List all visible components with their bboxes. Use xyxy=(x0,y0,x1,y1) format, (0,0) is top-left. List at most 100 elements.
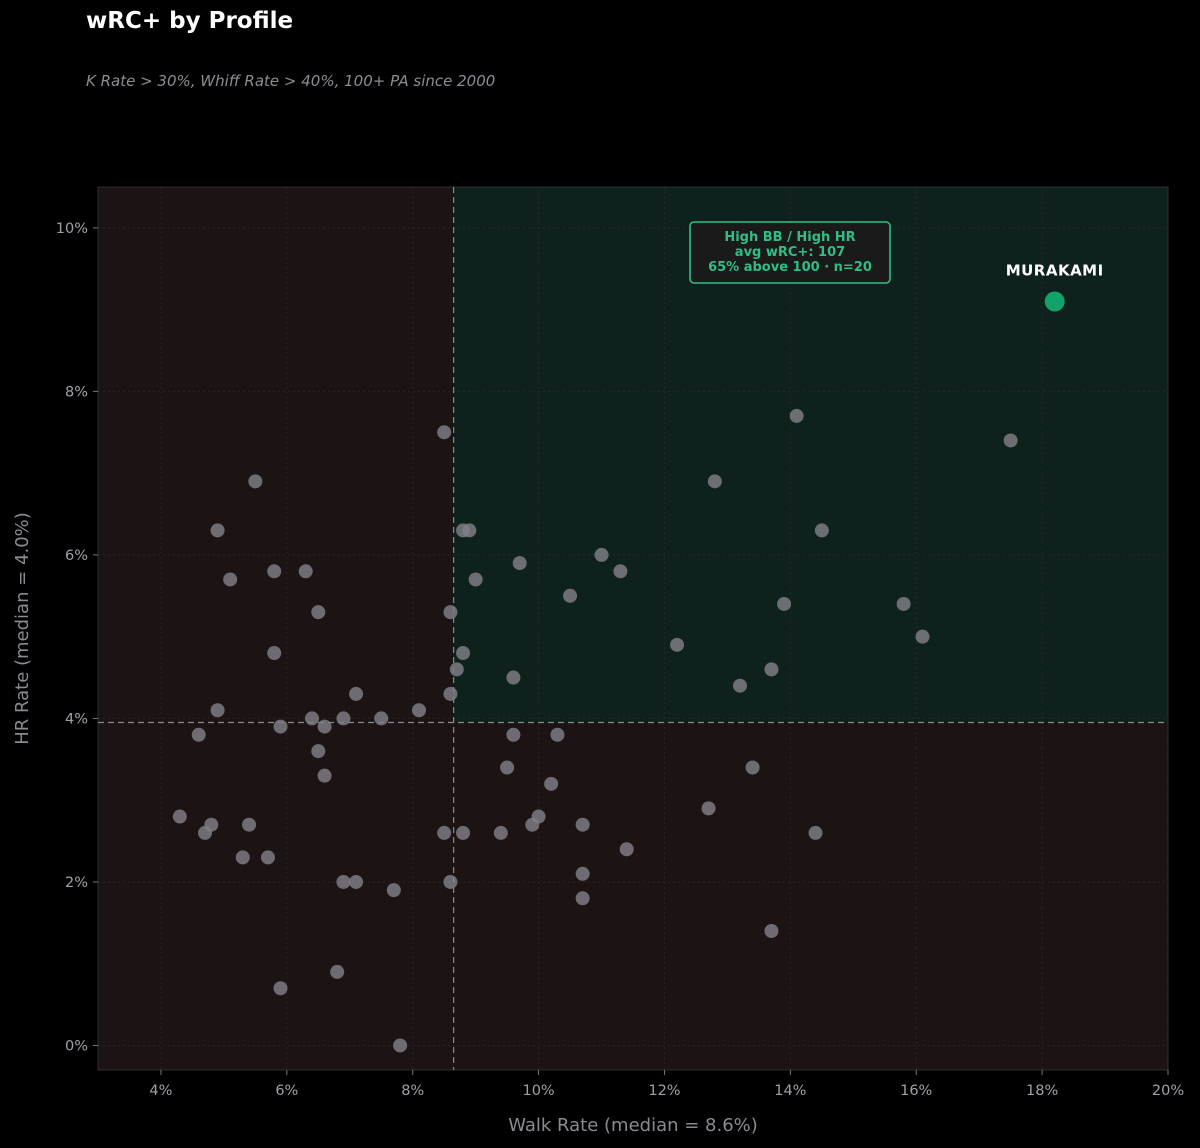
annotation-box xyxy=(689,221,891,284)
chart-subtitle: K Rate > 30%, Whiff Rate > 40%, 100+ PA … xyxy=(86,72,496,90)
data-point xyxy=(374,711,389,726)
data-point xyxy=(1003,433,1018,448)
annotation-line: 65% above 100 · n=20 xyxy=(708,260,872,275)
data-point xyxy=(298,564,313,579)
y-axis-ticks: 0% 2% 4% 6% 8% 10% xyxy=(56,221,98,1054)
data-point xyxy=(336,711,351,726)
data-point xyxy=(235,850,250,865)
data-point xyxy=(544,776,559,791)
highlight-label: MURAKAMI xyxy=(1006,261,1104,279)
data-point xyxy=(468,572,483,587)
data-point xyxy=(210,703,225,718)
data-point xyxy=(707,474,722,489)
data-point xyxy=(267,564,282,579)
data-point xyxy=(814,523,829,538)
data-point xyxy=(317,768,332,783)
data-point xyxy=(204,817,219,832)
data-point xyxy=(619,842,634,857)
data-point xyxy=(563,588,578,603)
data-point xyxy=(330,964,345,979)
data-point xyxy=(456,825,471,840)
data-point xyxy=(191,727,206,742)
y-tick-label: 2% xyxy=(65,875,88,891)
data-point xyxy=(273,719,288,734)
plot-border xyxy=(97,186,1169,1071)
data-point xyxy=(594,547,609,562)
x-tick-label: 14% xyxy=(774,1083,806,1099)
data-point xyxy=(172,809,187,824)
data-point xyxy=(550,727,565,742)
data-point xyxy=(764,662,779,677)
data-point xyxy=(764,924,779,939)
data-point xyxy=(575,817,590,832)
data-point xyxy=(437,425,452,440)
annotation-line: High BB / High HR xyxy=(724,230,855,245)
data-point xyxy=(733,678,747,693)
data-point xyxy=(531,809,546,824)
data-point xyxy=(336,874,351,889)
y-tick-label: 10% xyxy=(56,221,88,237)
data-point xyxy=(670,637,685,652)
data-point xyxy=(701,801,716,816)
data-point xyxy=(575,866,590,881)
data-point xyxy=(386,883,401,898)
data-point xyxy=(242,817,257,832)
chart-title: wRC+ by Profile xyxy=(86,8,294,34)
data-point xyxy=(808,825,823,840)
x-tick-label: 8% xyxy=(401,1083,424,1099)
data-point xyxy=(443,874,458,889)
highlight-point xyxy=(1044,291,1065,312)
x-axis-label: Walk Rate (median = 8.6%) xyxy=(508,1115,758,1136)
data-point xyxy=(789,408,804,423)
data-point xyxy=(493,825,508,840)
x-tick-label: 10% xyxy=(522,1083,554,1099)
data-point xyxy=(896,596,911,611)
data-points xyxy=(172,408,1018,1053)
data-point xyxy=(223,572,238,587)
median-lines xyxy=(98,187,1168,1070)
x-tick-label: 6% xyxy=(275,1083,298,1099)
x-tick-label: 12% xyxy=(648,1083,680,1099)
data-point xyxy=(449,662,464,677)
data-point xyxy=(349,686,364,701)
data-point xyxy=(311,605,326,620)
data-point xyxy=(443,605,458,620)
data-point xyxy=(267,646,282,661)
data-point xyxy=(443,686,458,701)
data-point xyxy=(745,760,760,775)
x-tick-label: 4% xyxy=(149,1083,172,1099)
data-point xyxy=(915,629,930,644)
data-point xyxy=(349,874,364,889)
x-tick-label: 18% xyxy=(1026,1083,1058,1099)
data-point xyxy=(311,744,326,759)
data-point xyxy=(393,1038,408,1053)
data-point xyxy=(273,981,288,996)
data-point xyxy=(512,556,527,571)
plot-background xyxy=(97,186,1169,1071)
x-axis-ticks: 4% 6% 8% 10% 12% 14% 16% 18% 20% xyxy=(149,1070,1184,1099)
data-point xyxy=(506,670,521,685)
y-axis-label: HR Rate (median = 4.0%) xyxy=(12,512,33,745)
y-tick-label: 4% xyxy=(65,711,88,727)
data-point xyxy=(500,760,515,775)
y-tick-label: 6% xyxy=(65,548,88,564)
x-tick-label: 20% xyxy=(1152,1083,1184,1099)
data-point xyxy=(248,474,263,489)
x-tick-label: 16% xyxy=(900,1083,932,1099)
data-point xyxy=(317,719,332,734)
y-tick-label: 0% xyxy=(65,1038,88,1054)
data-point xyxy=(613,564,628,579)
data-point xyxy=(260,850,275,865)
data-point xyxy=(305,711,319,726)
data-point xyxy=(456,646,471,661)
data-point xyxy=(412,703,426,718)
data-point xyxy=(777,596,792,611)
data-point xyxy=(437,825,452,840)
grid-lines xyxy=(98,187,1169,1070)
data-point xyxy=(575,891,590,906)
data-point xyxy=(506,727,521,742)
annotation-line: avg wRC+: 107 xyxy=(735,245,845,260)
y-tick-label: 8% xyxy=(65,384,88,400)
